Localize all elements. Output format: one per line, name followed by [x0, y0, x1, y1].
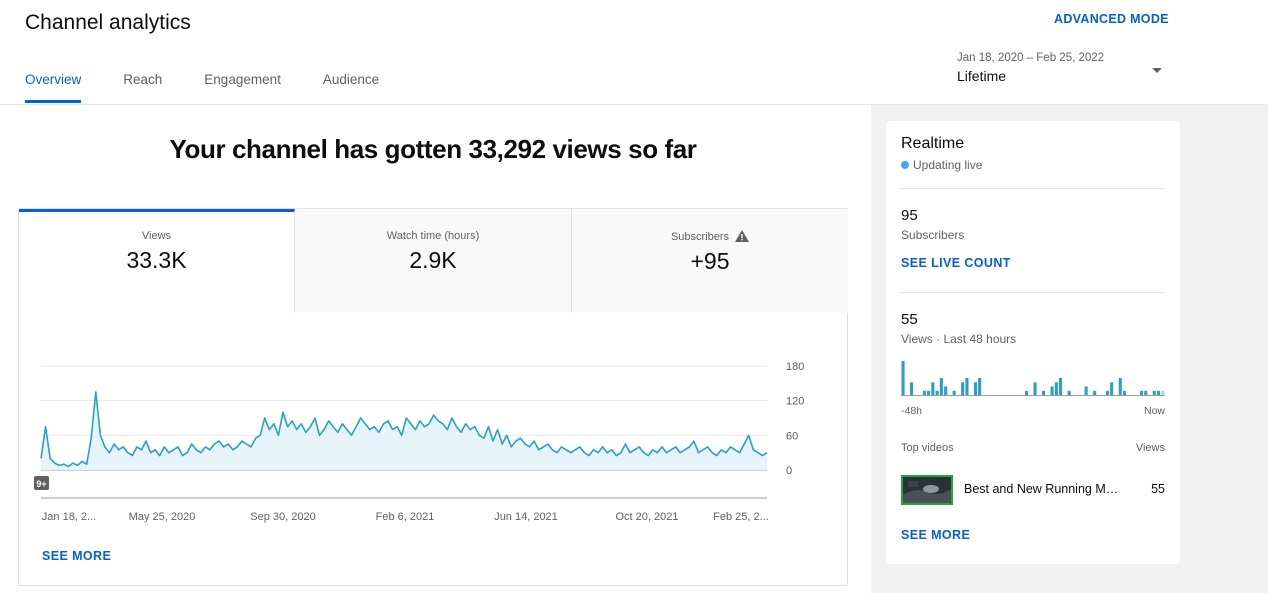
dropdown-arrow-icon [1152, 68, 1162, 73]
date-range-dates: Jan 18, 2020 – Feb 25, 2022 [957, 52, 1105, 64]
divider [901, 188, 1165, 189]
y-tick-label: 180 [786, 361, 804, 373]
metric-value: 33.3K [126, 247, 187, 273]
x-tick-label: Jun 14, 2021 [494, 511, 558, 523]
metric-value: 2.9K [409, 247, 457, 273]
realtime-bar[interactable] [1093, 390, 1097, 396]
metric-label: Views [141, 230, 172, 242]
metric-value: +95 [690, 248, 730, 274]
metric-label: Watch time (hours) [386, 230, 480, 242]
top-videos-label: Top videos [901, 442, 954, 454]
realtime-bar[interactable] [1157, 390, 1161, 396]
realtime-bar[interactable] [1025, 390, 1029, 396]
realtime-bar[interactable] [965, 378, 969, 395]
x-tick-label: Oct 20, 2021 [616, 511, 679, 523]
realtime-bar[interactable] [910, 382, 914, 396]
date-range-label: Lifetime [957, 68, 1007, 84]
tab-engagement[interactable]: Engagement [204, 72, 281, 87]
thumbnail-image [903, 477, 951, 503]
video-thumbnail[interactable] [901, 475, 953, 505]
realtime-bar[interactable] [1144, 390, 1148, 396]
realtime-bar[interactable] [978, 378, 982, 395]
metric-tab-watch-time[interactable]: Watch time (hours) 2.9K [295, 209, 572, 313]
x-tick-label: Jan 18, 2... [42, 511, 96, 523]
x-tick-label: Sep 30, 2020 [250, 511, 315, 523]
live-dot-icon [901, 161, 909, 169]
divider [901, 292, 1165, 293]
realtime-bar[interactable] [1105, 390, 1109, 396]
realtime-bar[interactable] [1152, 390, 1156, 396]
realtime-see-more-link[interactable]: SEE MORE [901, 528, 971, 542]
see-live-count-link[interactable]: SEE LIVE COUNT [901, 256, 1011, 270]
realtime-bar[interactable] [1122, 390, 1126, 396]
realtime-bar[interactable] [961, 382, 965, 396]
views-headline: Your channel has gotten 33,292 views so … [169, 134, 697, 164]
realtime-bar[interactable] [1054, 382, 1058, 396]
realtime-bar-chart[interactable] [901, 357, 1165, 397]
metric-tab-subscribers[interactable]: Subscribers +95 [572, 209, 848, 313]
realtime-bar[interactable] [1067, 390, 1071, 396]
y-tick-label: 0 [786, 465, 792, 477]
realtime-bar[interactable] [952, 390, 956, 396]
realtime-bar[interactable] [973, 382, 977, 396]
annotation-badge[interactable] [34, 476, 49, 490]
views-48h-count: 55 [901, 311, 918, 328]
realtime-status: Updating live [901, 158, 982, 172]
realtime-bar[interactable] [1110, 382, 1114, 396]
views-chart[interactable]: 180 120 60 0 9+ Jan 18, 2... May 25, 2020 Sep 3… [19, 313, 849, 543]
metric-label-row: Subscribers [572, 230, 848, 243]
series-area [41, 392, 767, 470]
realtime-bar[interactable] [931, 382, 935, 396]
metrics-card: Views 33.3K Watch time (hours) 2.9K Subs… [18, 208, 848, 586]
annotation-badge-label: 9+ [36, 479, 46, 489]
realtime-title: Realtime [901, 135, 965, 152]
axis-end-label: Now [1143, 405, 1165, 417]
realtime-bar[interactable] [939, 378, 943, 395]
realtime-bar[interactable] [922, 390, 926, 396]
x-tick-label: Feb 6, 2021 [376, 511, 435, 523]
tab-bar: Overview Reach Engagement Audience [25, 72, 421, 103]
metric-label: Subscribers [670, 231, 730, 243]
realtime-bar[interactable] [927, 390, 931, 396]
analytics-header: Channel analytics ADVANCED MODE Overview… [0, 0, 1268, 105]
y-tick-label: 120 [786, 396, 804, 408]
realtime-bar[interactable] [1161, 390, 1165, 396]
views-48h-label: Views · Last 48 hours [901, 332, 1017, 346]
realtime-bar[interactable] [1050, 386, 1054, 396]
tab-overview[interactable]: Overview [25, 72, 82, 103]
subscribers-count: 95 [901, 207, 918, 224]
advanced-mode-button[interactable]: ADVANCED MODE [1054, 12, 1169, 26]
metric-tab-views[interactable]: Views 33.3K [19, 209, 295, 313]
realtime-bar[interactable] [1118, 378, 1122, 395]
realtime-bar[interactable] [1033, 382, 1037, 396]
realtime-bar[interactable] [1140, 390, 1144, 396]
y-tick-label: 60 [786, 430, 798, 442]
series-line[interactable] [40, 391, 768, 468]
realtime-status-text: Updating live [913, 158, 983, 172]
realtime-card: Realtime Updating live 95 Subscribers SE… [886, 121, 1180, 564]
realtime-bar[interactable] [935, 390, 939, 396]
x-tick-label: Feb 25, 2... [713, 511, 769, 523]
top-video-views: 55 [1151, 482, 1165, 496]
see-more-link[interactable]: SEE MORE [42, 549, 112, 563]
date-range-dropdown[interactable]: Jan 18, 2020 – Feb 25, 2022 Lifetime [957, 52, 1167, 84]
realtime-bar[interactable] [1059, 378, 1063, 395]
realtime-bar[interactable] [1084, 386, 1088, 396]
realtime-bar[interactable] [901, 361, 905, 395]
tab-audience[interactable]: Audience [322, 72, 380, 87]
realtime-bar[interactable] [1042, 390, 1046, 396]
top-video-title[interactable]: Best and New Running Music 2022 [964, 482, 1124, 496]
subscribers-label: Subscribers [901, 228, 965, 242]
page-title: Channel analytics [25, 11, 191, 34]
realtime-bar[interactable] [944, 386, 948, 396]
x-tick-label: May 25, 2020 [129, 511, 196, 523]
tab-reach[interactable]: Reach [123, 72, 163, 87]
axis-start-label: -48h [901, 405, 923, 417]
warning-icon[interactable] [735, 230, 750, 242]
top-videos-views-header: Views [1135, 442, 1165, 454]
